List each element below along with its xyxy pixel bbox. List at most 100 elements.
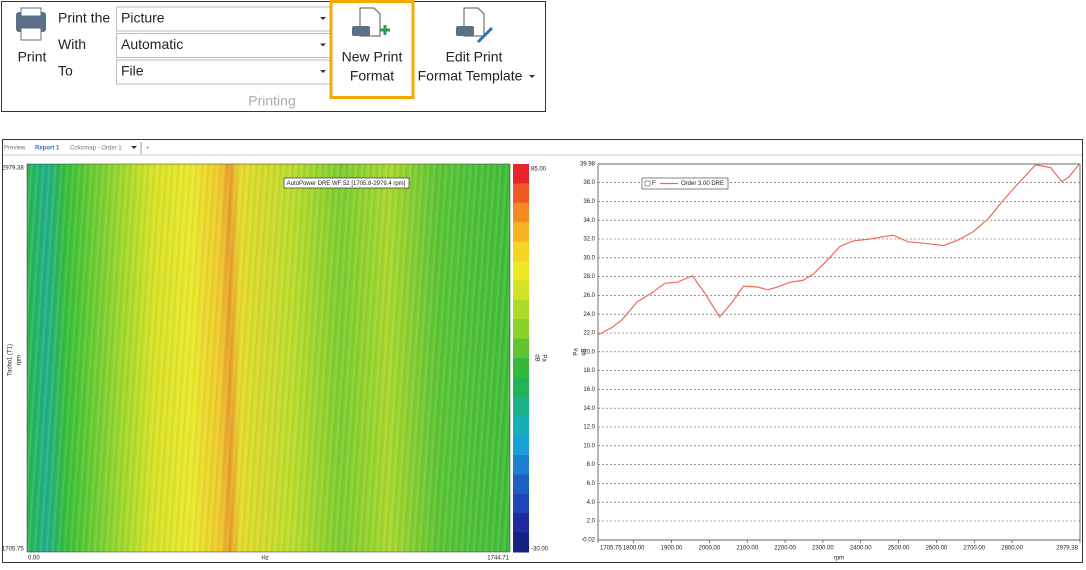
x-tick-label: 2700.00 [963,546,985,552]
y-label: Tacho1 (T1) [8,344,14,376]
x-tick-label: 2800.00 [1001,546,1023,552]
y-tick-label: 28.0 [583,274,595,280]
dropdown[interactable] [116,6,332,32]
x-tick-label: 2400.00 [850,546,872,552]
highlight [329,0,415,99]
y-tick-label: 22.0 [583,331,595,337]
dropdown-arrow[interactable] [320,17,326,20]
colorbar-swatch [513,455,529,475]
y-tick-label: 14.0 [583,406,595,412]
x-tick-label: 2500.00 [888,546,910,552]
y-tick-label: 36.0 [583,199,595,205]
dropdown-value[interactable]: Picture [121,10,165,26]
y-tick-label: -0.02 [581,538,595,544]
x-label: Hz [261,556,268,562]
new-print-format[interactable]: New Print Format [342,7,403,84]
y-tick-label: 20.0 [583,349,595,355]
colorbar-swatch [513,377,529,398]
y-tick-label: 12.0 [583,425,595,431]
colorbar-swatch [513,416,529,437]
dropdown-value[interactable]: Automatic [121,36,183,52]
annotation-box [283,177,410,189]
y-axis-label: dB [582,348,588,355]
x-tick-label: 1900.00 [661,546,683,552]
y-tick-label: 4.0 [587,500,596,506]
colorbar-swatch [513,493,529,514]
y-tick-label: 39.98 [580,162,596,168]
colorbar-bottom: -30.00 [531,547,549,553]
colorbar-swatch [513,183,529,204]
colorbar-label: dB [533,354,539,361]
dropdown-value[interactable]: File [121,63,144,79]
button-label[interactable]: Format Template [418,68,523,84]
legend-label: Order 3.00 DRE [681,181,724,187]
colorbar-swatch [513,261,529,281]
y-tick-label: 10.0 [583,443,595,449]
colorbar-swatch [513,319,529,340]
row-label: To [58,63,73,79]
colorbar-swatch [513,358,529,378]
x-tick-label: 2100.00 [736,546,758,552]
x-tick-label: 2200.00 [774,546,796,552]
series-line [597,164,1080,336]
colorbar-swatch [513,299,529,320]
tab[interactable]: Preview [4,146,26,152]
colorbar-swatch [513,338,529,359]
print-button[interactable]: Print [16,7,47,65]
y-tick-label: 18.0 [583,368,595,374]
dropdown[interactable] [116,33,332,58]
y-tick-label: 32.0 [583,237,595,243]
colorbar-swatch [513,202,529,223]
edit-print-format[interactable]: Edit Print Format Template [418,7,535,84]
x-right: 1744.71 [487,556,509,562]
dropdown-arrow[interactable] [320,43,326,47]
x-tick-label: 2600.00 [926,546,948,552]
colorbar-swatch [513,396,529,417]
x-tick-label: 2979.38 [1056,546,1078,552]
y-tick-label: 2.0 [587,519,596,525]
dropdown-arrow[interactable] [320,70,326,73]
annotation: AutoPower DRE WF 52 [1705.8-2979.4 rpm] [287,181,406,187]
legend-checkbox-label: F [652,181,656,187]
button-label[interactable]: Edit Print [446,49,503,65]
colorbar-swatch [513,241,529,262]
x-axis-label: rpm [834,556,844,562]
colorbar-swatch [513,513,529,534]
row-label: With [58,36,86,52]
dropdown[interactable] [116,59,332,85]
tab[interactable]: Colormap - Order 1 [70,146,122,152]
y-top: 2979.38 [2,166,24,172]
y-tick-label: 38.0 [583,180,595,186]
colorbar-swatch [513,435,529,456]
x-tick-label: 1705.75 [600,546,622,552]
y-bottom: 1705.75 [2,547,24,553]
colormap-texture [26,163,511,553]
row-label: Print the [58,10,110,26]
y-tick-label: 6.0 [587,481,596,487]
x-tick-label: 2000.00 [699,546,721,552]
colorbar-unit: Pa [540,354,546,362]
colorbar-swatch [513,280,529,301]
tab[interactable]: Report 1 [35,146,60,152]
legend-box [641,177,729,190]
print-label[interactable]: Print [18,49,47,65]
legend-checkbox[interactable] [644,180,651,187]
button-label[interactable]: New Print [342,49,403,65]
colorbar-top: 85.00 [531,167,547,173]
y-tick-label: 8.0 [587,462,596,468]
y-tick-label: 16.0 [583,387,595,393]
colorbar-swatch [513,222,529,243]
y-axis-unit: Pa [574,348,580,356]
colorbar-swatch [513,164,529,184]
group-label: Printing [248,93,295,109]
tab-menu[interactable] [131,146,137,149]
x-tick-label: 1800.00 [623,546,645,552]
x-left: 0.00 [28,556,40,562]
colorbar-swatch [513,532,529,553]
tab[interactable]: + [146,146,150,152]
y-tick-label: 26.0 [583,293,595,299]
y-tick-label: 24.0 [583,312,595,318]
x-tick-label: 2300.00 [812,546,834,552]
button-label[interactable]: Format [350,68,394,84]
